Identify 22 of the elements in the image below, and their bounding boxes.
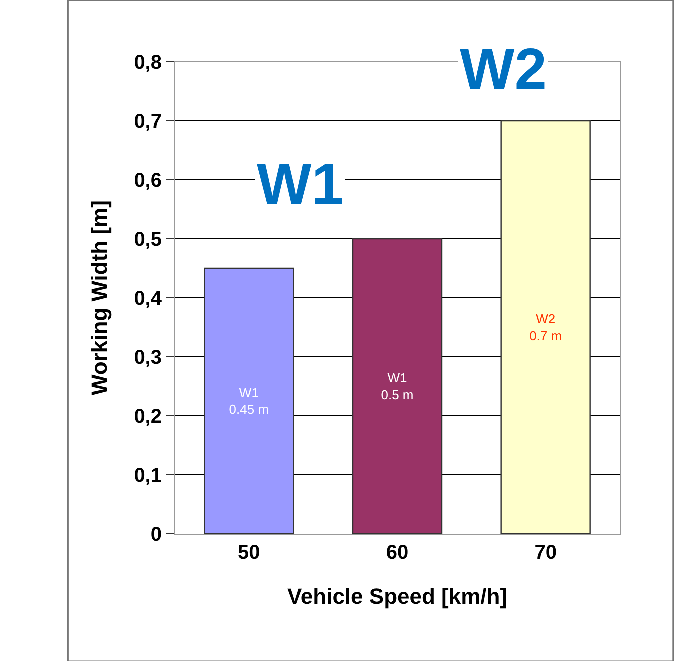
x-axis-title: Vehicle Speed [km/h] bbox=[287, 584, 508, 609]
y-tick-label: 0,7 bbox=[134, 111, 162, 133]
y-axis-title: Working Width [m] bbox=[86, 200, 112, 396]
x-tick-label: 70 bbox=[534, 542, 557, 564]
y-tick-label: 0 bbox=[150, 524, 162, 546]
bar bbox=[204, 268, 294, 534]
y-tick-label: 0,2 bbox=[134, 406, 162, 428]
y-tick-label: 0,3 bbox=[134, 347, 162, 369]
x-tick-label: 50 bbox=[238, 542, 260, 564]
y-tick-label: 0,6 bbox=[134, 170, 162, 192]
bar bbox=[352, 238, 443, 534]
y-tick-label: 0,5 bbox=[134, 229, 162, 251]
data-label: W2 0.7 m bbox=[530, 312, 562, 344]
bar bbox=[500, 120, 591, 534]
x-tick-label: 60 bbox=[386, 542, 409, 564]
annotation: W2 bbox=[460, 37, 547, 102]
y-tick-label: 0,4 bbox=[134, 288, 163, 310]
data-label: W1 0.45 m bbox=[229, 385, 270, 418]
y-tick-label: 0,8 bbox=[134, 52, 162, 74]
annotation: W1 bbox=[257, 152, 344, 217]
data-label: W1 0.5 m bbox=[381, 370, 414, 402]
y-tick-label: 0,1 bbox=[134, 465, 162, 487]
